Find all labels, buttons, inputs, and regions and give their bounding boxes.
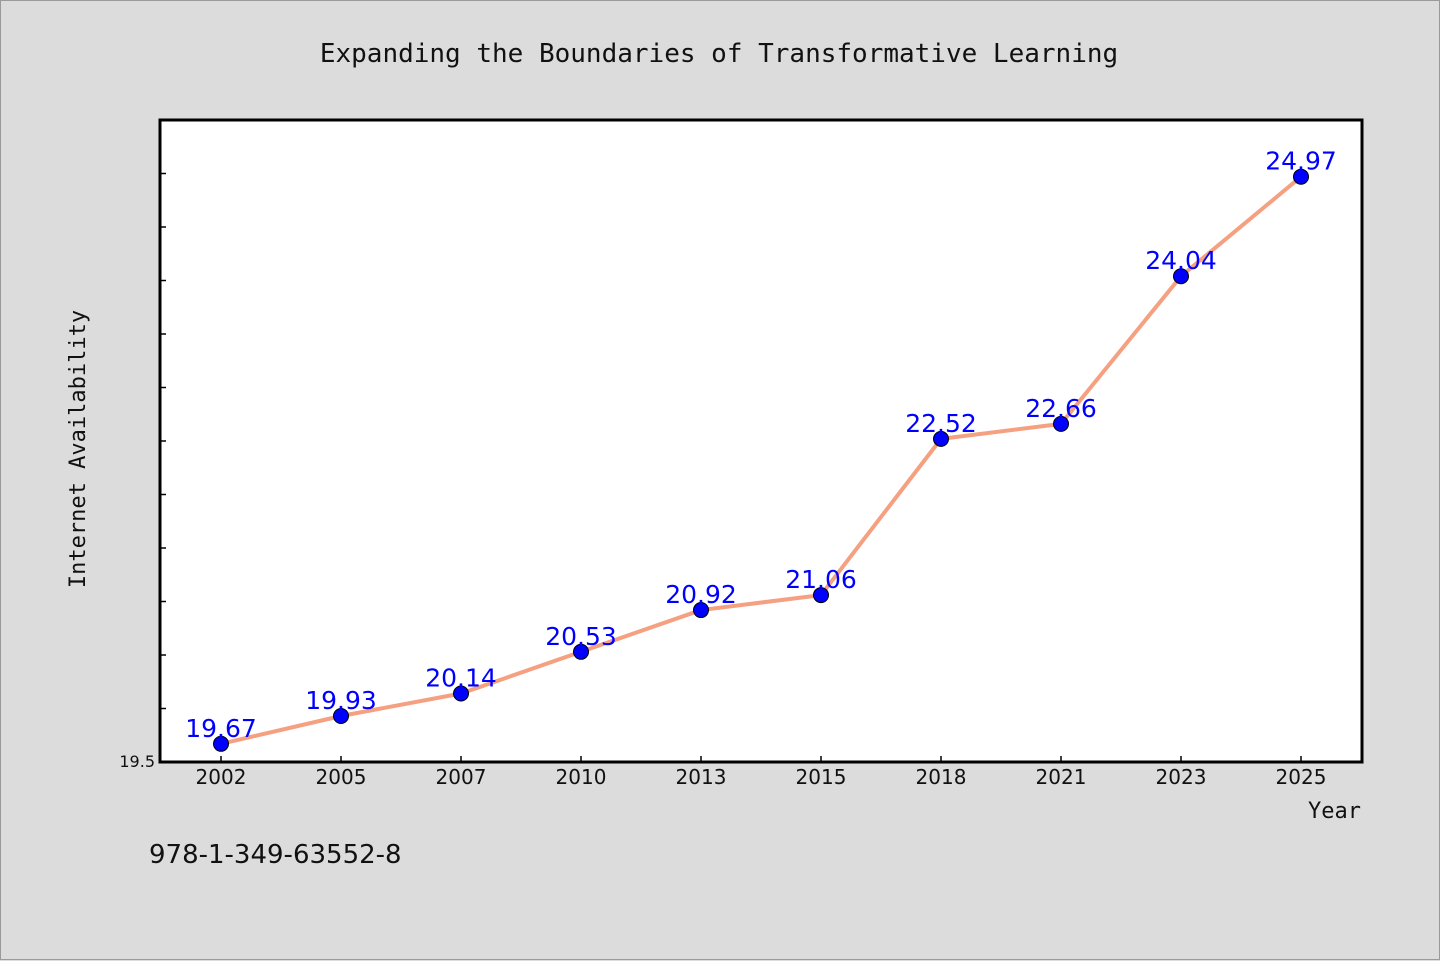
data-label: 19.93 [305,686,377,715]
data-label: 19.67 [185,714,257,743]
x-axis-label: Year [1308,799,1361,824]
data-label: 24.04 [1145,246,1217,275]
y-tick-label-min: 19.5 [119,752,155,771]
data-point [213,735,229,752]
x-tick-labels: 2002 2005 2007 2010 2013 2015 2018 2021 2023 2025 [196,765,1327,789]
x-tick-label: 2025 [1276,765,1327,789]
x-tick-label: 2021 [1036,765,1087,789]
series-group: 19.67 19.93 20.14 20.53 20.92 21.06 22.52 22.66… [185,147,1337,752]
x-tick-label: 2007 [436,765,487,789]
data-point [813,587,829,604]
x-tick-label: 2015 [796,765,847,789]
data-point [933,430,949,447]
data-point [1293,168,1309,185]
data-label: 22.66 [1025,394,1097,423]
x-tick-label: 2010 [556,765,607,789]
data-label: 20.92 [665,580,737,609]
data-label: 22.52 [905,409,977,438]
x-tick-label: 2018 [916,765,967,789]
isbn-text: 978-1-349-63552-8 [149,840,402,870]
x-tick-label: 2023 [1156,765,1207,789]
data-point [453,685,469,702]
y-axis-label: Internet Availability [66,310,91,588]
data-point [693,602,709,619]
chart-title: Expanding the Boundaries of Transformati… [320,39,1118,69]
x-axis-ticks [220,756,1302,762]
x-tick-label: 2005 [316,765,367,789]
data-label: 21.06 [785,565,857,594]
data-label: 20.14 [425,664,497,693]
data-point [1173,268,1189,285]
data-label: 20.53 [545,622,617,651]
data-label: 24.97 [1265,147,1337,176]
series-line [220,175,1303,746]
x-tick-label: 2002 [196,765,247,789]
data-point [333,707,349,724]
y-axis-ticks [160,172,166,763]
plot-area [158,118,1364,764]
data-point [1053,415,1069,432]
data-point [573,643,589,660]
x-tick-label: 2013 [676,765,727,789]
